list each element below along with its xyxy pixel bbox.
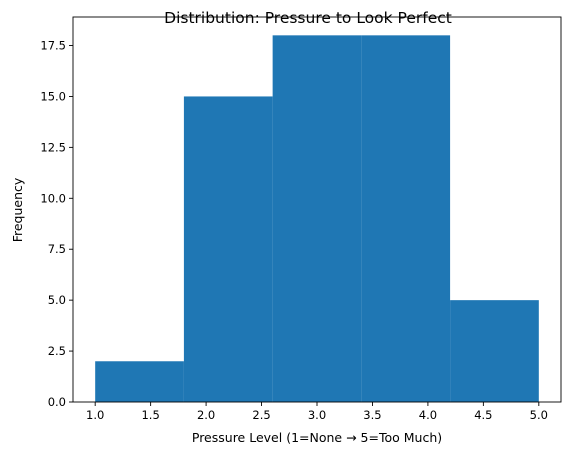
histogram-bar-3	[272, 35, 362, 402]
chart-title: Distribution: Pressure to Look Perfect	[164, 9, 452, 27]
x-tick-label: 4.0	[419, 408, 437, 422]
bars-group	[95, 35, 539, 402]
x-tick-label: 1.0	[86, 408, 104, 422]
x-tick-label: 1.5	[141, 408, 159, 422]
x-tick-label: 3.0	[308, 408, 326, 422]
x-tick-label: 2.5	[252, 408, 270, 422]
histogram-bar-4	[361, 35, 451, 402]
y-tick-label: 12.5	[40, 140, 66, 154]
y-tick-label: 7.5	[48, 242, 66, 256]
y-tick-label: 5.0	[48, 293, 66, 307]
y-tick-label: 2.5	[48, 344, 66, 358]
y-axis-ticks: 0.0 2.5 5.0 7.5 10.0 12.5 15.0 17.5	[40, 39, 73, 409]
y-tick-label: 0.0	[48, 395, 66, 409]
y-tick-label: 17.5	[40, 39, 66, 53]
histogram-bar-5	[450, 300, 539, 402]
y-axis-label: Frequency	[10, 177, 25, 242]
x-axis-label: Pressure Level (1=None → 5=Too Much)	[192, 430, 442, 445]
x-tick-label: 3.5	[363, 408, 381, 422]
x-tick-label: 2.0	[197, 408, 215, 422]
y-tick-label: 15.0	[40, 89, 66, 103]
x-tick-label: 4.5	[474, 408, 492, 422]
x-tick-label: 5.0	[530, 408, 548, 422]
histogram-bar-2	[183, 96, 273, 402]
y-tick-label: 10.0	[40, 191, 66, 205]
histogram-bar-1	[95, 361, 184, 402]
x-axis-ticks: 1.0 1.5 2.0 2.5 3.0 3.5 4.0 4.5 5.0	[86, 402, 548, 422]
